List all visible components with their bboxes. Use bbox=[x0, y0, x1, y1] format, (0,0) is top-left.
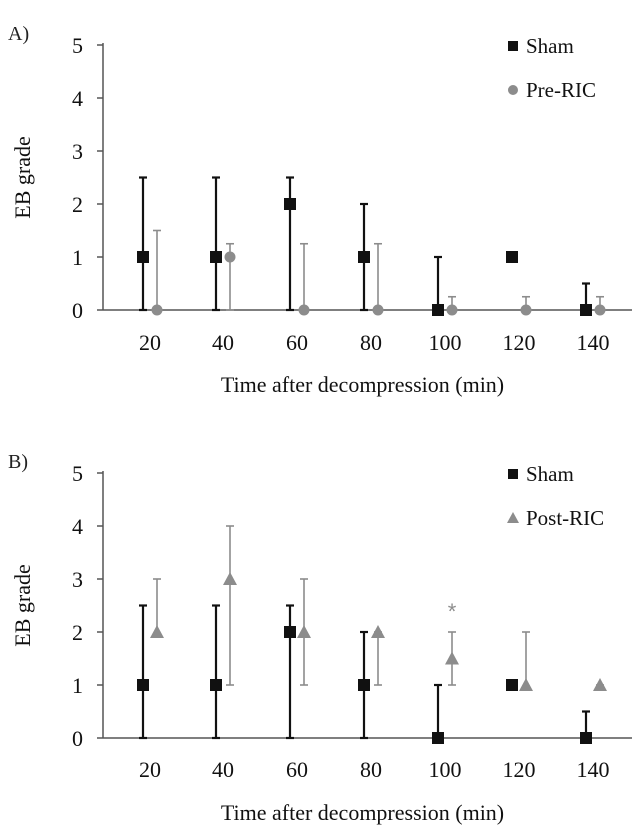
data-point-triangle bbox=[371, 625, 385, 638]
legend-label: Sham bbox=[526, 34, 574, 58]
data-point-square bbox=[137, 679, 149, 691]
x-tick-label: 80 bbox=[360, 330, 382, 355]
x-tick-label: 20 bbox=[139, 330, 161, 355]
data-point-square bbox=[210, 679, 222, 691]
data-point-triangle bbox=[593, 678, 607, 691]
data-point-circle bbox=[446, 304, 458, 316]
chart-panel-b: B) 0 1 2 3 4 5 20 40 60 80 100 120 140 Time after deco… bbox=[8, 451, 632, 825]
x-tick-label: 120 bbox=[503, 330, 536, 355]
data-point-triangle bbox=[445, 651, 459, 665]
series-sham bbox=[137, 604, 592, 744]
y-tick-label: 0 bbox=[72, 726, 83, 751]
x-tick-label: 80 bbox=[360, 757, 382, 782]
series-pre-ric bbox=[151, 229, 606, 316]
legend-marker-square bbox=[508, 469, 518, 479]
y-tick-label: 5 bbox=[72, 33, 83, 58]
y-axis-title: EB grade bbox=[10, 136, 35, 218]
data-point-circle bbox=[298, 304, 310, 316]
x-tick-label: 140 bbox=[577, 757, 610, 782]
x-tick-label: 40 bbox=[212, 757, 234, 782]
y-tick-label: 0 bbox=[72, 298, 83, 323]
legend-marker-circle bbox=[508, 85, 518, 95]
x-tick-label: 100 bbox=[429, 757, 462, 782]
legend-marker-square bbox=[508, 41, 518, 51]
legend-label: Sham bbox=[526, 462, 574, 486]
data-point-circle bbox=[372, 304, 384, 316]
data-point-circle bbox=[520, 304, 532, 316]
legend-label: Post-RIC bbox=[526, 506, 604, 530]
y-tick-label: 1 bbox=[72, 673, 83, 698]
data-point-square bbox=[358, 251, 370, 263]
x-tick-label: 120 bbox=[503, 757, 536, 782]
data-point-square bbox=[210, 251, 222, 263]
y-tick-label: 3 bbox=[72, 567, 83, 592]
panel-label: B) bbox=[8, 451, 28, 473]
y-tick-label: 2 bbox=[72, 620, 83, 645]
data-point-triangle bbox=[519, 678, 533, 691]
data-point-square bbox=[506, 251, 518, 263]
y-tick-label: 4 bbox=[72, 514, 83, 539]
data-point-square bbox=[580, 304, 592, 316]
data-point-circle bbox=[594, 304, 606, 316]
panel-label: A) bbox=[8, 23, 29, 45]
x-tick-label: 100 bbox=[429, 330, 462, 355]
chart-panel-a: A) 0 1 2 3 4 5 20 40 60 80 100 120 140 Time after deco… bbox=[8, 23, 632, 397]
data-point-square bbox=[358, 679, 370, 691]
x-tick-label: 40 bbox=[212, 330, 234, 355]
series-sham bbox=[137, 176, 592, 316]
legend-marker-triangle bbox=[507, 512, 519, 523]
data-point-square bbox=[506, 679, 518, 691]
data-point-circle bbox=[224, 251, 236, 263]
data-point-circle bbox=[151, 304, 163, 316]
y-tick-label: 3 bbox=[72, 139, 83, 164]
x-axis-title: Time after decompression (min) bbox=[221, 372, 504, 397]
significance-asterisk: * bbox=[448, 599, 457, 624]
y-tick-label: 5 bbox=[72, 461, 83, 486]
series-post-ric bbox=[150, 525, 607, 691]
data-point-square bbox=[432, 732, 444, 744]
data-point-triangle bbox=[150, 625, 164, 638]
data-point-triangle bbox=[223, 572, 237, 585]
x-tick-label: 60 bbox=[286, 757, 308, 782]
data-point-square bbox=[432, 304, 444, 316]
y-tick-label: 2 bbox=[72, 192, 83, 217]
x-tick-label: 20 bbox=[139, 757, 161, 782]
data-point-triangle bbox=[297, 625, 311, 638]
data-point-square bbox=[284, 626, 296, 638]
y-tick-label: 1 bbox=[72, 245, 83, 270]
data-point-square bbox=[284, 198, 296, 210]
x-tick-label: 140 bbox=[577, 330, 610, 355]
legend-label: Pre-RIC bbox=[526, 78, 596, 102]
y-axis-title: EB grade bbox=[10, 564, 35, 646]
x-axis-title: Time after decompression (min) bbox=[221, 800, 504, 825]
data-point-square bbox=[137, 251, 149, 263]
x-tick-label: 60 bbox=[286, 330, 308, 355]
data-point-square bbox=[580, 732, 592, 744]
y-tick-label: 4 bbox=[72, 86, 83, 111]
